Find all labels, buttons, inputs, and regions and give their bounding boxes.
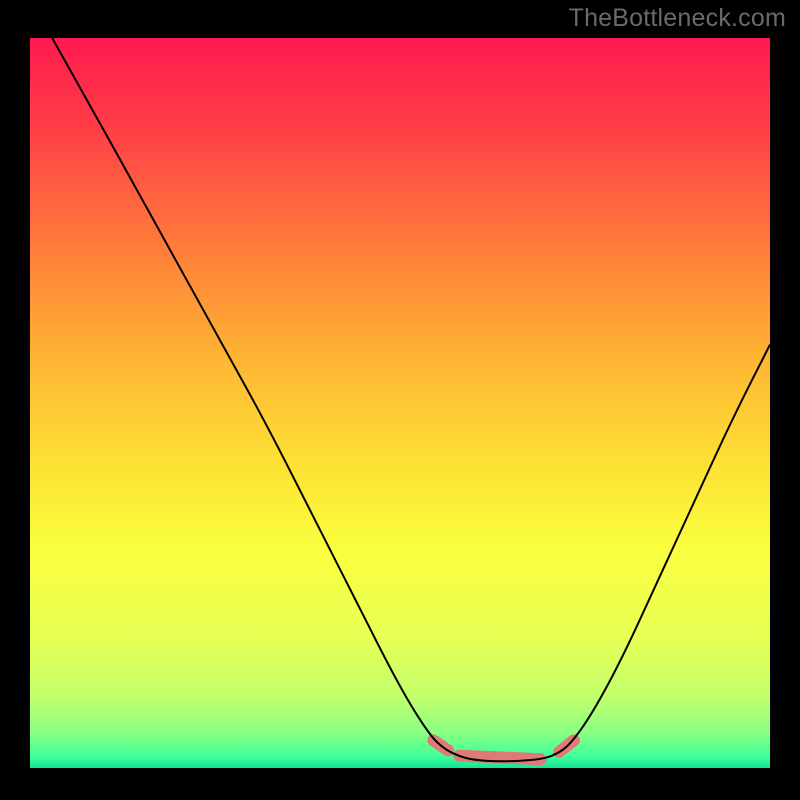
bottleneck-chart xyxy=(0,0,800,800)
plot-background xyxy=(30,38,770,768)
chart-svg xyxy=(0,0,800,800)
